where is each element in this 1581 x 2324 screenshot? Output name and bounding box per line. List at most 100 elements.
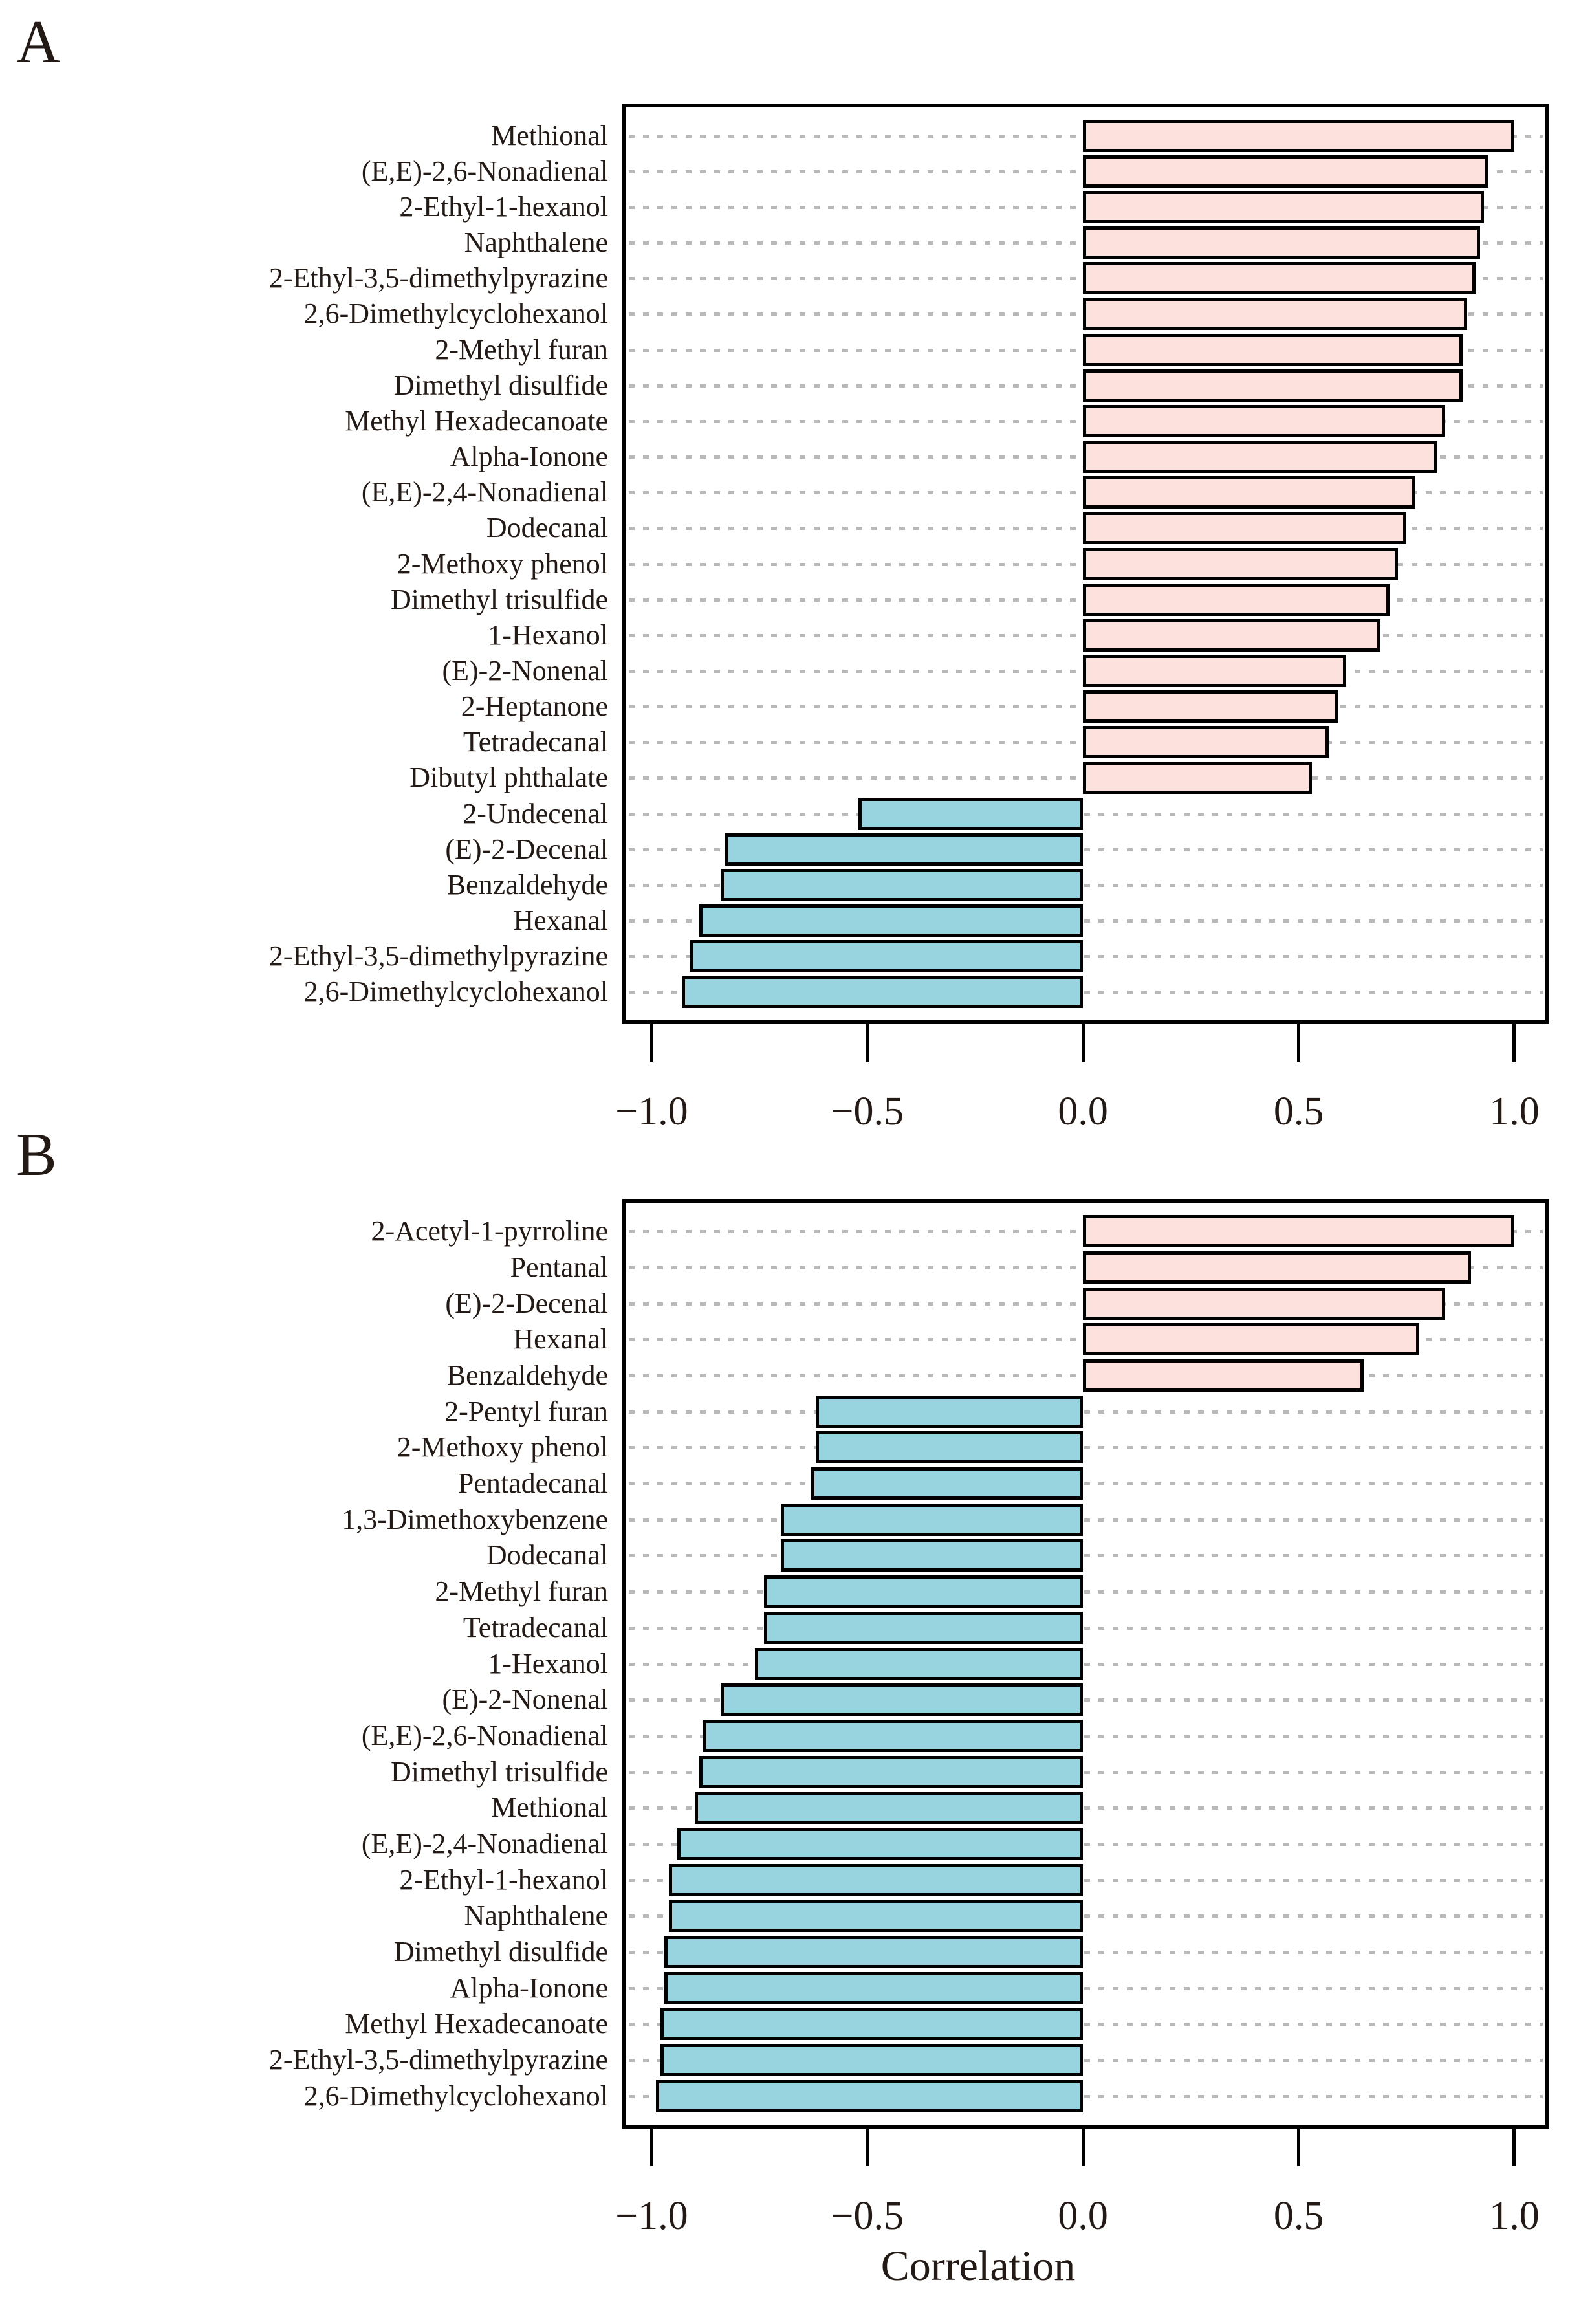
gridline	[629, 919, 1543, 923]
bar-negative	[664, 1971, 1084, 2004]
category-label: Methyl Hexadecanoate	[345, 2008, 608, 2040]
gridline	[629, 1878, 1543, 1882]
bar-negative	[781, 1503, 1084, 1536]
bar-positive	[1083, 226, 1480, 259]
category-label: Methyl Hexadecanoate	[345, 404, 608, 437]
bar-positive	[1083, 190, 1485, 223]
panel-letter-b: B	[16, 1121, 57, 1189]
x-axis-tick	[1297, 2129, 1301, 2166]
category-label: Tetradecanal	[463, 726, 608, 758]
x-axis-tick-label: −0.5	[831, 1090, 904, 1134]
gridline	[629, 1482, 1543, 1485]
category-label: (E,E)-2,4-Nonadienal	[361, 1827, 608, 1859]
gridline	[629, 1590, 1543, 1594]
panel-b-plot-area	[622, 1199, 1549, 2129]
x-axis-tick-label: 0.5	[1273, 2194, 1324, 2238]
x-axis-tick-label: 0.0	[1058, 1090, 1108, 1134]
gridline	[629, 1986, 1543, 1990]
bar-negative	[858, 797, 1084, 830]
category-label: 1-Hexanol	[488, 1647, 608, 1680]
bar-positive	[1083, 1287, 1446, 1320]
category-label: Hexanal	[513, 1323, 608, 1355]
bar-negative	[781, 1539, 1084, 1572]
bar-positive	[1083, 1323, 1420, 1356]
bar-positive	[1083, 404, 1446, 437]
gridline	[629, 848, 1543, 851]
bar-negative	[699, 1755, 1084, 1788]
bar-negative	[755, 1647, 1084, 1680]
x-axis-tick	[649, 1024, 653, 1062]
bar-positive	[1083, 726, 1329, 759]
category-label: Methional	[491, 1792, 608, 1824]
x-axis-tick-label: 1.0	[1489, 1090, 1540, 1134]
gridline	[629, 1662, 1543, 1666]
x-axis-tick	[1297, 1024, 1301, 1062]
bar-negative	[703, 1719, 1084, 1752]
category-label: Alpha-Ionone	[450, 441, 608, 473]
gridline	[629, 883, 1543, 887]
bar-positive	[1083, 155, 1488, 188]
category-label: 2-Acetyl-1-pyrroline	[371, 1215, 608, 1247]
category-label: Dimethyl trisulfide	[390, 1755, 608, 1788]
category-label: 1,3-Dimethoxybenzene	[342, 1503, 608, 1535]
category-label: Benzaldehyde	[446, 1359, 608, 1391]
category-label: (E)-2-Decenal	[445, 1287, 608, 1319]
bar-negative	[815, 1431, 1084, 1464]
x-axis-tick-label: −1.0	[615, 1090, 688, 1134]
panel-a-plot-area	[622, 104, 1549, 1024]
x-axis-tick	[1512, 2129, 1516, 2166]
gridline	[629, 1914, 1543, 1918]
category-label: Naphthalene	[464, 1900, 608, 1932]
bar-negative	[721, 1683, 1084, 1716]
x-axis-tick	[649, 2129, 653, 2166]
x-axis-tick	[1081, 2129, 1085, 2166]
bar-negative	[690, 940, 1084, 973]
x-axis-tick	[866, 1024, 869, 1062]
bar-negative	[682, 976, 1084, 1009]
bar-positive	[1083, 262, 1476, 295]
gridline	[629, 2094, 1543, 2098]
x-axis-tick-label: 1.0	[1489, 2194, 1540, 2238]
bar-positive	[1083, 762, 1312, 795]
bar-negative	[677, 1827, 1084, 1860]
bar-positive	[1083, 333, 1463, 366]
x-axis-tick-label: −0.5	[831, 2194, 904, 2238]
gridline	[629, 1554, 1543, 1558]
bar-positive	[1083, 1251, 1472, 1284]
x-axis-tick-label: 0.0	[1058, 2194, 1108, 2238]
bar-negative	[664, 1936, 1084, 1969]
category-label: 2-Heptanone	[461, 690, 608, 723]
x-axis-tick-label: −1.0	[615, 2194, 688, 2238]
gridline	[629, 1806, 1543, 1810]
bar-negative	[763, 1611, 1084, 1644]
category-label: Tetradecanal	[463, 1611, 608, 1643]
bar-positive	[1083, 512, 1407, 545]
category-label: Dodecanal	[486, 512, 608, 544]
bar-positive	[1083, 619, 1381, 652]
bar-negative	[656, 2079, 1084, 2112]
gridline	[629, 1734, 1543, 1738]
bar-negative	[815, 1395, 1084, 1428]
gridline	[629, 1446, 1543, 1450]
bar-positive	[1083, 476, 1415, 509]
category-label: 2,6-Dimethylcyclohexanol	[303, 2079, 608, 2112]
category-label: Benzaldehyde	[446, 868, 608, 901]
category-label: 2-Methoxy phenol	[397, 1431, 608, 1463]
category-label: 2-Ethyl-1-hexanol	[399, 1863, 608, 1896]
x-axis-tick-label: 0.5	[1273, 1090, 1324, 1134]
bar-positive	[1083, 547, 1398, 580]
category-label: Dimethyl disulfide	[393, 1936, 608, 1968]
bar-positive	[1083, 654, 1346, 687]
gridline	[629, 2023, 1543, 2026]
bar-positive	[1083, 690, 1338, 723]
x-axis-tick	[1512, 1024, 1516, 1062]
gridline	[629, 1698, 1543, 1702]
category-label: Methional	[491, 119, 608, 151]
gridline	[629, 1842, 1543, 1846]
category-label: 2,6-Dimethylcyclohexanol	[303, 976, 608, 1008]
bar-negative	[699, 904, 1084, 937]
bar-positive	[1083, 583, 1390, 616]
category-label: 2-Methyl furan	[435, 1575, 608, 1608]
gridline	[629, 1410, 1543, 1414]
